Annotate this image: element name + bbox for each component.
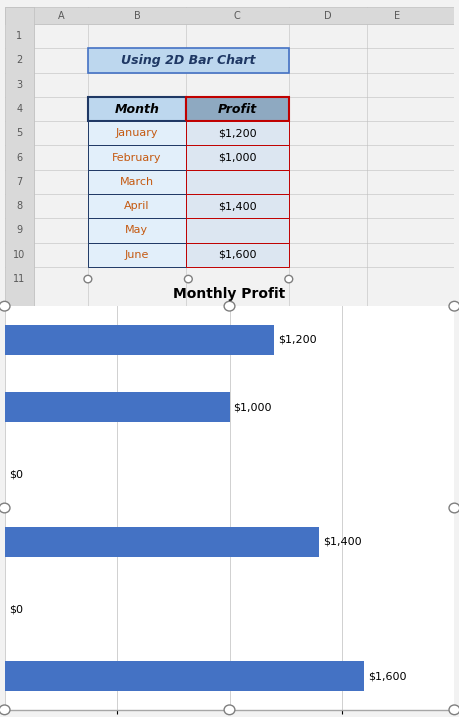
Bar xyxy=(5,7,454,24)
Bar xyxy=(88,219,186,242)
Bar xyxy=(88,97,186,121)
Text: 2: 2 xyxy=(16,55,22,65)
Circle shape xyxy=(224,705,235,715)
Text: $0: $0 xyxy=(9,604,22,614)
Circle shape xyxy=(0,503,10,513)
Text: 7: 7 xyxy=(16,177,22,187)
Text: $1,200: $1,200 xyxy=(279,335,317,345)
Text: B: B xyxy=(134,11,140,21)
Text: $1,600: $1,600 xyxy=(218,250,257,260)
Text: February: February xyxy=(112,153,162,163)
Text: Month: Month xyxy=(114,103,159,115)
Bar xyxy=(186,219,289,242)
Bar xyxy=(88,48,289,72)
Text: $1,600: $1,600 xyxy=(369,671,407,681)
Bar xyxy=(88,146,186,170)
Text: 5: 5 xyxy=(16,128,22,138)
Text: 10: 10 xyxy=(13,250,25,260)
Bar xyxy=(88,194,186,219)
Text: $1,000: $1,000 xyxy=(218,153,257,163)
Bar xyxy=(5,325,274,355)
Bar xyxy=(5,526,319,557)
Text: D: D xyxy=(324,11,332,21)
Text: Using 2D Bar Chart: Using 2D Bar Chart xyxy=(121,54,256,67)
Circle shape xyxy=(285,275,293,282)
Circle shape xyxy=(449,503,459,513)
Circle shape xyxy=(0,301,10,311)
Text: $1,400: $1,400 xyxy=(324,536,362,546)
Circle shape xyxy=(449,301,459,311)
Text: 9: 9 xyxy=(16,225,22,235)
Text: January: January xyxy=(116,128,158,138)
Text: June: June xyxy=(125,250,149,260)
Text: C: C xyxy=(234,11,241,21)
Bar xyxy=(186,97,289,121)
Bar xyxy=(5,392,230,422)
Title: Monthly Profit: Monthly Profit xyxy=(174,287,285,301)
Bar xyxy=(186,194,289,219)
Text: 8: 8 xyxy=(16,201,22,212)
Bar xyxy=(186,146,289,170)
Text: $1,200: $1,200 xyxy=(218,128,257,138)
Text: 4: 4 xyxy=(16,104,22,114)
Text: May: May xyxy=(125,225,148,235)
Text: 6: 6 xyxy=(16,153,22,163)
Bar xyxy=(88,121,186,146)
Circle shape xyxy=(449,705,459,715)
Bar xyxy=(186,170,289,194)
Text: Profit: Profit xyxy=(218,103,257,115)
Text: 1: 1 xyxy=(16,31,22,41)
Bar xyxy=(88,170,186,194)
Text: 11: 11 xyxy=(13,274,25,284)
Text: A: A xyxy=(58,11,64,21)
Text: March: March xyxy=(120,177,154,187)
Bar xyxy=(186,242,289,267)
Circle shape xyxy=(0,705,10,715)
Text: $1,400: $1,400 xyxy=(218,201,257,212)
Text: E: E xyxy=(393,11,400,21)
Text: $1,000: $1,000 xyxy=(234,402,272,412)
Bar xyxy=(186,121,289,146)
Text: April: April xyxy=(124,201,150,212)
Circle shape xyxy=(84,275,92,282)
Text: $0: $0 xyxy=(9,470,22,480)
Bar xyxy=(5,661,364,691)
Circle shape xyxy=(185,275,192,282)
Bar xyxy=(88,242,186,267)
Text: 3: 3 xyxy=(16,80,22,90)
Bar xyxy=(5,7,34,306)
Circle shape xyxy=(224,301,235,311)
